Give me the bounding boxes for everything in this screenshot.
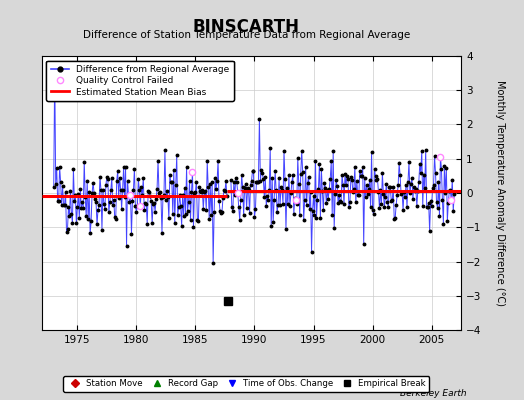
Legend: Station Move, Record Gap, Time of Obs. Change, Empirical Break: Station Move, Record Gap, Time of Obs. C… — [63, 376, 429, 392]
Text: Difference of Station Temperature Data from Regional Average: Difference of Station Temperature Data f… — [83, 30, 410, 40]
Text: Berkeley Earth: Berkeley Earth — [400, 389, 466, 398]
Y-axis label: Monthly Temperature Anomaly Difference (°C): Monthly Temperature Anomaly Difference (… — [495, 80, 505, 306]
Legend: Difference from Regional Average, Quality Control Failed, Estimated Station Mean: Difference from Regional Average, Qualit… — [47, 60, 234, 101]
Text: BINSCARTH: BINSCARTH — [193, 18, 300, 36]
